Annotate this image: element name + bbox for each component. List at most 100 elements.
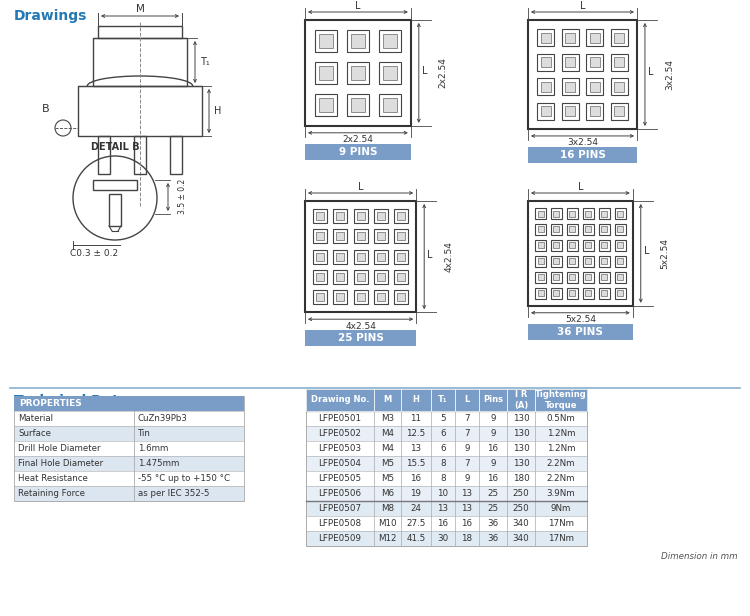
- Text: 3.9Nm: 3.9Nm: [547, 489, 575, 498]
- Text: 340: 340: [513, 519, 529, 528]
- Bar: [615, 224, 626, 235]
- Bar: [306, 531, 587, 546]
- Bar: [319, 98, 333, 111]
- Text: 13: 13: [410, 444, 422, 453]
- Bar: [170, 136, 182, 174]
- Bar: [316, 273, 324, 281]
- Text: Final Hole Diameter: Final Hole Diameter: [18, 459, 103, 468]
- Bar: [566, 57, 575, 67]
- Bar: [554, 274, 560, 280]
- Bar: [14, 396, 244, 501]
- Text: 340: 340: [513, 534, 529, 543]
- Bar: [394, 290, 408, 304]
- Bar: [602, 211, 608, 216]
- Bar: [306, 389, 374, 411]
- Text: LFPE0504: LFPE0504: [319, 459, 362, 468]
- Bar: [379, 62, 400, 84]
- Bar: [598, 288, 610, 299]
- Bar: [537, 78, 554, 95]
- Bar: [78, 86, 202, 136]
- Bar: [598, 240, 610, 251]
- Text: M5: M5: [381, 474, 394, 483]
- Bar: [567, 272, 578, 283]
- Bar: [598, 224, 610, 235]
- Bar: [615, 256, 626, 267]
- Bar: [398, 293, 405, 301]
- Bar: [583, 272, 594, 283]
- Bar: [583, 256, 594, 267]
- Bar: [377, 273, 385, 281]
- Bar: [602, 274, 608, 280]
- Bar: [313, 290, 327, 304]
- Bar: [353, 270, 368, 284]
- Bar: [528, 147, 637, 163]
- Text: M8: M8: [381, 504, 394, 513]
- Bar: [374, 229, 388, 243]
- Bar: [569, 274, 575, 280]
- Text: 9Nm: 9Nm: [550, 504, 572, 513]
- Bar: [316, 253, 324, 261]
- Text: 27.5: 27.5: [406, 519, 426, 528]
- Text: 15.5: 15.5: [406, 459, 426, 468]
- Bar: [569, 211, 575, 216]
- Text: 11: 11: [410, 414, 422, 423]
- Text: 130: 130: [513, 444, 529, 453]
- Text: Drawings: Drawings: [14, 9, 87, 23]
- Bar: [315, 94, 337, 116]
- Text: 3.5 ± 0.2: 3.5 ± 0.2: [178, 179, 187, 214]
- Text: M4: M4: [381, 444, 394, 453]
- Bar: [615, 208, 626, 219]
- Bar: [598, 256, 610, 267]
- Bar: [551, 224, 562, 235]
- Text: H: H: [214, 106, 222, 116]
- Text: 16: 16: [488, 444, 499, 453]
- Text: M10: M10: [378, 519, 397, 528]
- Text: 1.475mm: 1.475mm: [138, 459, 179, 468]
- Bar: [394, 229, 408, 243]
- Bar: [306, 389, 587, 546]
- Bar: [562, 103, 579, 120]
- Text: 1.6mm: 1.6mm: [138, 444, 168, 453]
- Bar: [431, 389, 455, 411]
- Bar: [615, 240, 626, 251]
- Bar: [585, 211, 591, 216]
- Bar: [562, 54, 579, 71]
- Bar: [351, 66, 365, 80]
- Text: 7: 7: [464, 459, 470, 468]
- Text: 8: 8: [440, 474, 446, 483]
- Bar: [353, 290, 368, 304]
- Bar: [398, 232, 405, 240]
- Bar: [374, 270, 388, 284]
- Bar: [590, 33, 600, 43]
- Text: 9: 9: [464, 474, 470, 483]
- Bar: [617, 258, 623, 264]
- Bar: [602, 290, 608, 296]
- Bar: [562, 29, 579, 46]
- Text: Surface: Surface: [18, 429, 51, 438]
- Bar: [538, 211, 544, 216]
- Text: 8: 8: [440, 459, 446, 468]
- Bar: [347, 62, 369, 84]
- Text: B: B: [42, 104, 50, 114]
- Bar: [315, 62, 337, 84]
- Bar: [353, 209, 368, 223]
- Text: 16: 16: [488, 474, 499, 483]
- Text: L: L: [356, 1, 361, 11]
- Bar: [614, 107, 625, 116]
- Text: T₁: T₁: [438, 395, 448, 405]
- Bar: [583, 208, 594, 219]
- Bar: [398, 273, 405, 281]
- Bar: [316, 232, 324, 240]
- Bar: [377, 212, 385, 220]
- Text: LFPE0505: LFPE0505: [319, 474, 362, 483]
- Text: as per IEC 352-5: as per IEC 352-5: [138, 489, 209, 498]
- Bar: [356, 273, 364, 281]
- Text: Tin: Tin: [138, 429, 151, 438]
- Bar: [585, 243, 591, 248]
- Bar: [333, 209, 347, 223]
- Bar: [313, 229, 327, 243]
- Bar: [538, 227, 544, 232]
- Bar: [382, 98, 397, 111]
- Text: M12: M12: [378, 534, 397, 543]
- Bar: [602, 243, 608, 248]
